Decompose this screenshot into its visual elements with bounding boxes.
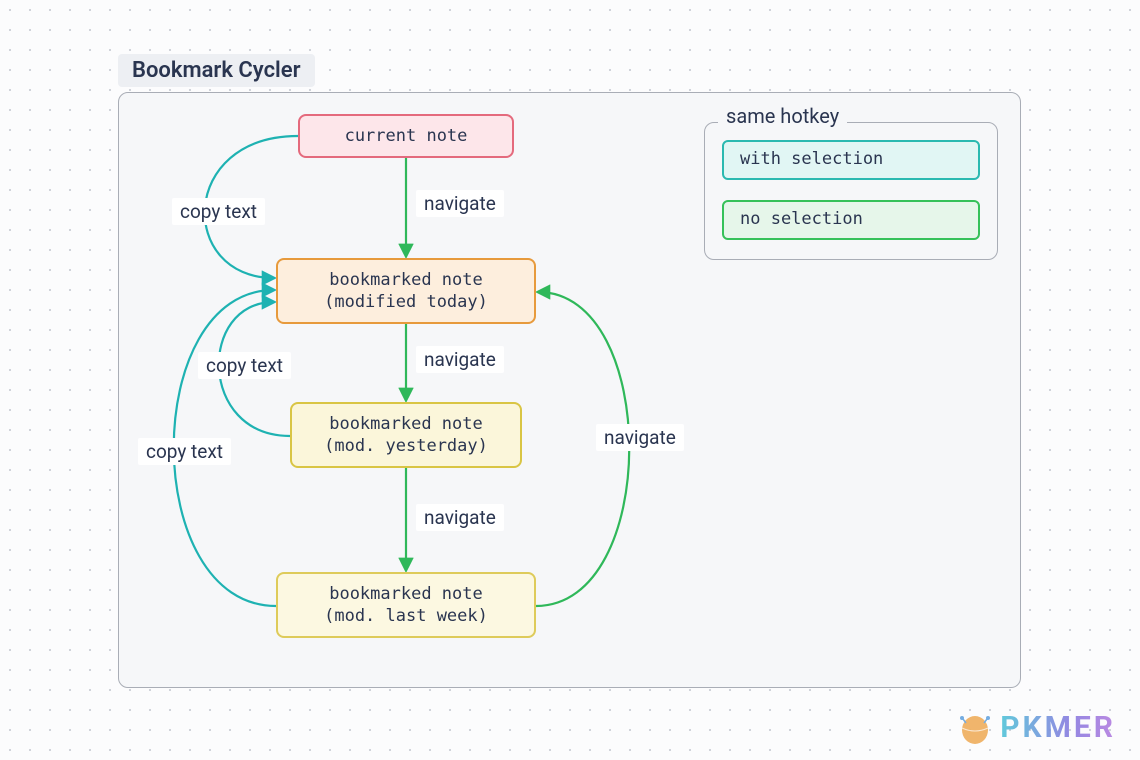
legend-title: same hotkey — [718, 104, 847, 128]
edge-label-text: navigate — [424, 506, 496, 529]
edge-label-text: copy text — [206, 354, 283, 377]
edge-label-text: copy text — [180, 200, 257, 223]
diagram-title-text: Bookmark Cycler — [132, 58, 301, 83]
edge-label-text: copy text — [146, 440, 223, 463]
logo-text: PKMER — [1000, 710, 1116, 745]
node-current-note: current note — [298, 114, 514, 158]
edge-label-copy-text: copy text — [138, 438, 231, 465]
edge-label-navigate-back: navigate — [596, 424, 684, 451]
edge-label-navigate: navigate — [416, 504, 504, 531]
edge-label-copy-text: copy text — [172, 198, 265, 225]
edge-label-navigate: navigate — [416, 346, 504, 373]
edge-label-text: navigate — [424, 348, 496, 371]
legend-item-with-selection: with selection — [722, 140, 980, 180]
logo-egg-icon — [956, 708, 994, 746]
legend-title-text: same hotkey — [726, 104, 839, 128]
node-bookmarked-today: bookmarked note (modified today) — [276, 258, 536, 324]
edge-label-copy-text: copy text — [198, 352, 291, 379]
watermark-logo: PKMER — [956, 708, 1116, 746]
edge-label-text: navigate — [604, 426, 676, 449]
node-label: bookmarked note (modified today) — [324, 269, 488, 313]
node-label: bookmarked note (mod. last week) — [324, 583, 488, 627]
diagram-title: Bookmark Cycler — [118, 54, 315, 87]
edge-label-navigate: navigate — [416, 190, 504, 217]
legend-item-label: with selection — [740, 149, 883, 169]
edge-label-text: navigate — [424, 192, 496, 215]
node-bookmarked-last-week: bookmarked note (mod. last week) — [276, 572, 536, 638]
node-label: bookmarked note (mod. yesterday) — [324, 413, 488, 457]
node-bookmarked-yesterday: bookmarked note (mod. yesterday) — [290, 402, 522, 468]
legend-item-label: no selection — [740, 209, 863, 229]
legend-item-no-selection: no selection — [722, 200, 980, 240]
node-label: current note — [345, 125, 468, 147]
